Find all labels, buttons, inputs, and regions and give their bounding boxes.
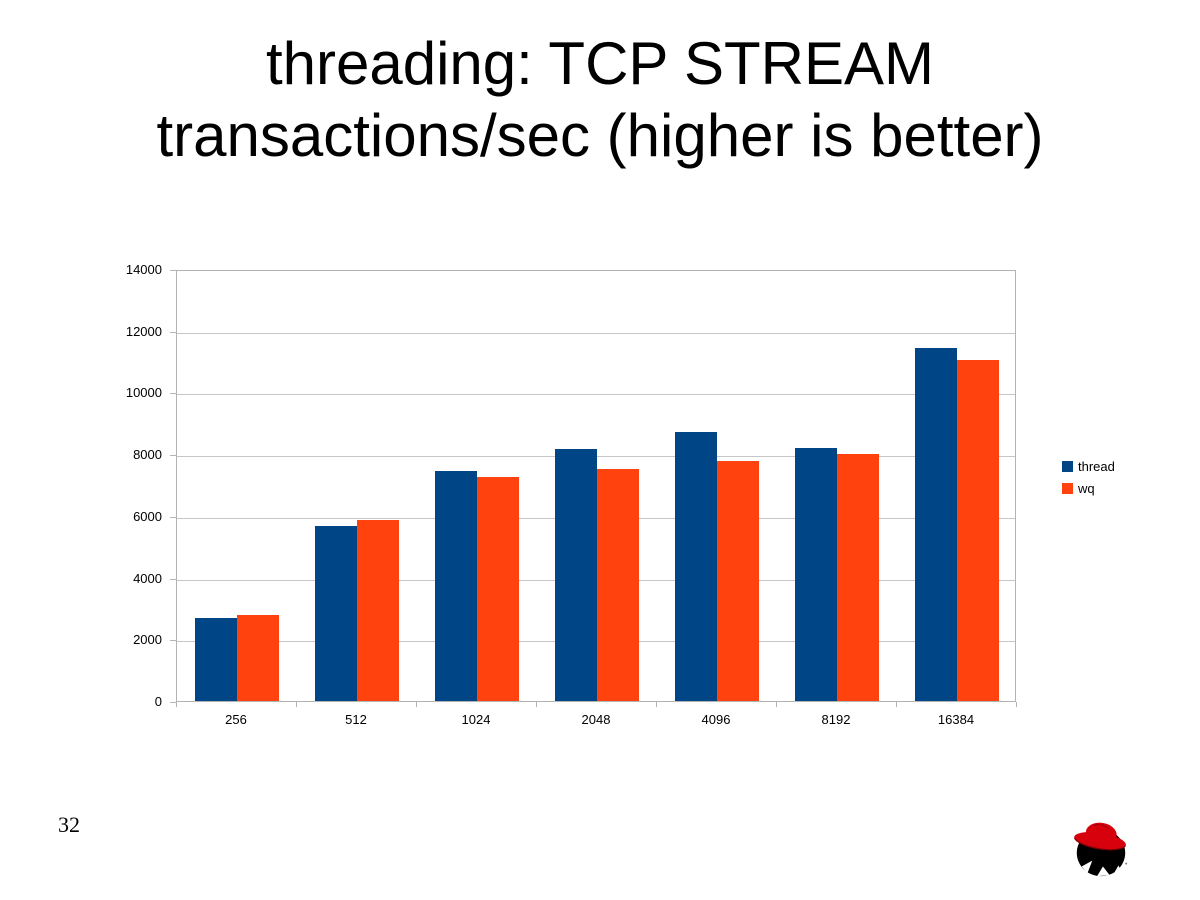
y-axis-tick: [170, 578, 176, 580]
bar-thread-4096: [675, 432, 717, 701]
legend-item-thread: thread: [1062, 459, 1115, 474]
bar-wq-16384: [957, 360, 999, 701]
page-number: 32: [58, 812, 80, 837]
y-axis-label: 6000: [133, 508, 162, 524]
bar-thread-2048: [555, 449, 597, 701]
legend-swatch-thread: [1062, 461, 1073, 472]
bar-thread-1024: [435, 470, 477, 701]
gridline: [177, 394, 1015, 396]
category-slot-8192: [777, 271, 897, 701]
bar-thread-256: [195, 618, 237, 701]
bar-wq-512: [357, 519, 399, 701]
bar-wq-256: [237, 615, 279, 701]
x-axis-tick: [776, 702, 777, 707]
legend-label-thread: thread: [1078, 459, 1115, 474]
shadowman-fedora: [1074, 822, 1126, 851]
bar-thread-16384: [915, 347, 957, 701]
redhat-shadowman-logo: [1074, 822, 1128, 877]
y-axis-tick: [170, 270, 176, 271]
category-slot-16384: [897, 271, 1017, 701]
y-axis-label: 10000: [125, 385, 162, 401]
chart-legend: thread wq: [1062, 459, 1115, 503]
gridline: [177, 332, 1015, 334]
x-axis-tick: [536, 702, 537, 707]
x-axis-tick: [176, 702, 177, 707]
x-axis-tick: [656, 702, 657, 707]
x-axis-label: 4096: [701, 712, 731, 727]
y-axis-label: 4000: [133, 570, 162, 586]
bar-wq-8192: [837, 453, 879, 701]
category-slot-4096: [657, 271, 777, 701]
legend-item-wq: wq: [1062, 481, 1115, 496]
y-axis-tick: [170, 393, 176, 395]
category-slot-256: [177, 271, 297, 701]
slide-title-line2: transactions/sec (higher is better): [156, 102, 1044, 169]
y-axis-tick: [170, 640, 176, 642]
x-axis-tick: [416, 702, 417, 707]
y-axis-label: 12000: [125, 323, 162, 339]
category-slot-2048: [537, 271, 657, 701]
x-axis-tick: [296, 702, 297, 707]
bar-wq-2048: [597, 469, 639, 701]
bar-thread-8192: [795, 447, 837, 701]
y-axis-label: 8000: [133, 447, 162, 463]
bar-wq-1024: [477, 476, 519, 701]
bar-wq-4096: [717, 461, 759, 701]
x-axis-label: 8192: [821, 712, 851, 727]
y-axis-tick: [170, 516, 176, 518]
x-axis-tick: [1016, 702, 1017, 707]
y-axis-label: 0: [154, 694, 162, 709]
slide-title-line1: threading: TCP STREAM: [265, 30, 935, 97]
y-axis-tick: [170, 702, 176, 703]
x-axis-label: 256: [225, 712, 247, 727]
x-axis-label: 16384: [937, 712, 975, 727]
category-slot-512: [297, 271, 417, 701]
legend-label-wq: wq: [1078, 481, 1095, 496]
y-axis-label: 2000: [133, 632, 162, 648]
y-axis-tick: [170, 455, 176, 457]
category-slot-1024: [417, 271, 537, 701]
x-axis-tick: [896, 702, 897, 707]
x-axis-label: 1024: [461, 712, 491, 727]
legend-swatch-wq: [1062, 483, 1073, 494]
bar-thread-512: [315, 525, 357, 701]
slide-title: threading: TCP STREAM transactions/sec (…: [0, 28, 1200, 172]
plot-area: [176, 270, 1016, 702]
x-axis-label: 512: [345, 712, 367, 727]
x-axis-label: 2048: [581, 712, 611, 727]
y-axis-tick: [170, 331, 176, 333]
y-axis-label: 14000: [125, 262, 162, 277]
